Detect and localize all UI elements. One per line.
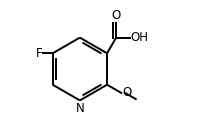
Text: OH: OH <box>130 31 148 44</box>
Text: O: O <box>111 9 121 22</box>
Text: N: N <box>75 103 84 116</box>
Text: O: O <box>122 86 131 99</box>
Text: F: F <box>36 47 42 60</box>
